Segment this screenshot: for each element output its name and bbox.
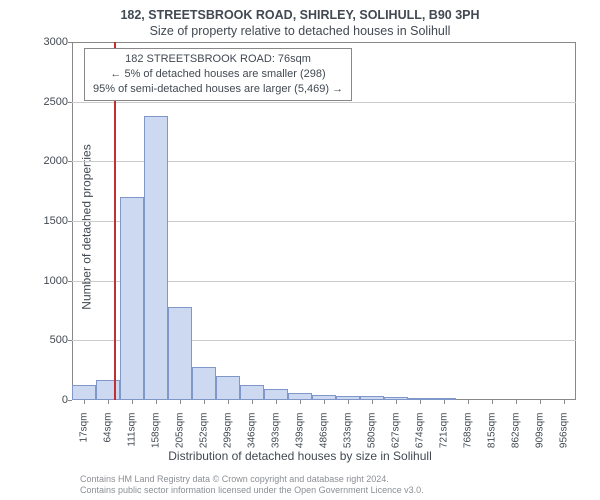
x-tick-label: 205sqm	[175, 413, 186, 463]
histogram-bar	[168, 307, 192, 400]
x-tick-label: 393sqm	[271, 413, 282, 463]
x-tick-mark	[156, 400, 157, 404]
y-tick-mark	[68, 340, 72, 341]
x-tick-label: 627sqm	[390, 413, 401, 463]
y-tick-mark	[68, 400, 72, 401]
footer-line-2: Contains public sector information licen…	[80, 485, 424, 495]
x-tick-mark	[564, 400, 565, 404]
y-tick-label: 2500	[44, 96, 68, 108]
histogram-bar	[96, 380, 120, 400]
x-tick-mark	[108, 400, 109, 404]
x-tick-mark	[228, 400, 229, 404]
x-tick-mark	[444, 400, 445, 404]
x-tick-label: 721sqm	[438, 413, 449, 463]
y-tick-mark	[68, 281, 72, 282]
x-tick-mark	[324, 400, 325, 404]
x-tick-mark	[372, 400, 373, 404]
y-tick-label: 3000	[44, 36, 68, 48]
x-tick-label: 909sqm	[534, 413, 545, 463]
x-tick-label: 17sqm	[79, 413, 90, 463]
x-tick-label: 64sqm	[103, 413, 114, 463]
chart-container: 182, STREETSBROOK ROAD, SHIRLEY, SOLIHUL…	[0, 0, 600, 500]
histogram-bar	[72, 385, 96, 401]
info-line-1: 182 STREETSBROOK ROAD: 76sqm	[93, 52, 343, 67]
x-tick-label: 252sqm	[199, 413, 210, 463]
info-line-2: ← 5% of detached houses are smaller (298…	[93, 67, 343, 82]
y-tick-mark	[68, 221, 72, 222]
x-tick-mark	[300, 400, 301, 404]
x-tick-label: 815sqm	[486, 413, 497, 463]
gridline	[72, 102, 576, 103]
x-tick-label: 533sqm	[342, 413, 353, 463]
x-tick-label: 768sqm	[462, 413, 473, 463]
x-tick-label: 439sqm	[294, 413, 305, 463]
x-tick-label: 862sqm	[510, 413, 521, 463]
x-tick-mark	[276, 400, 277, 404]
x-tick-mark	[204, 400, 205, 404]
info-box: 182 STREETSBROOK ROAD: 76sqm ← 5% of det…	[84, 48, 352, 101]
footer-line-1: Contains HM Land Registry data © Crown c…	[80, 474, 389, 484]
x-tick-label: 111sqm	[127, 413, 138, 463]
x-tick-label: 158sqm	[151, 413, 162, 463]
x-tick-mark	[84, 400, 85, 404]
y-tick-label: 1000	[44, 275, 68, 287]
x-tick-label: 580sqm	[366, 413, 377, 463]
x-tick-label: 956sqm	[558, 413, 569, 463]
x-tick-mark	[348, 400, 349, 404]
x-tick-mark	[540, 400, 541, 404]
histogram-bar	[288, 393, 312, 400]
x-tick-mark	[492, 400, 493, 404]
x-tick-mark	[396, 400, 397, 404]
histogram-bar	[144, 116, 168, 400]
chart-title: 182, STREETSBROOK ROAD, SHIRLEY, SOLIHUL…	[0, 0, 600, 22]
x-tick-mark	[132, 400, 133, 404]
y-tick-label: 500	[50, 334, 68, 346]
x-tick-mark	[516, 400, 517, 404]
y-tick-label: 2000	[44, 155, 68, 167]
info-line-3: 95% of semi-detached houses are larger (…	[93, 82, 343, 97]
x-tick-label: 299sqm	[223, 413, 234, 463]
histogram-bar	[120, 197, 144, 400]
y-tick-label: 1500	[44, 215, 68, 227]
chart-subtitle: Size of property relative to detached ho…	[0, 22, 600, 38]
x-tick-label: 486sqm	[318, 413, 329, 463]
x-tick-mark	[252, 400, 253, 404]
y-tick-mark	[68, 102, 72, 103]
y-tick-mark	[68, 42, 72, 43]
y-tick-mark	[68, 161, 72, 162]
x-tick-mark	[468, 400, 469, 404]
x-tick-mark	[420, 400, 421, 404]
x-tick-mark	[180, 400, 181, 404]
histogram-bar	[240, 385, 264, 401]
histogram-bar	[216, 376, 240, 400]
x-tick-label: 674sqm	[414, 413, 425, 463]
histogram-bar	[192, 367, 216, 400]
histogram-bar	[264, 389, 288, 400]
x-tick-label: 346sqm	[247, 413, 258, 463]
